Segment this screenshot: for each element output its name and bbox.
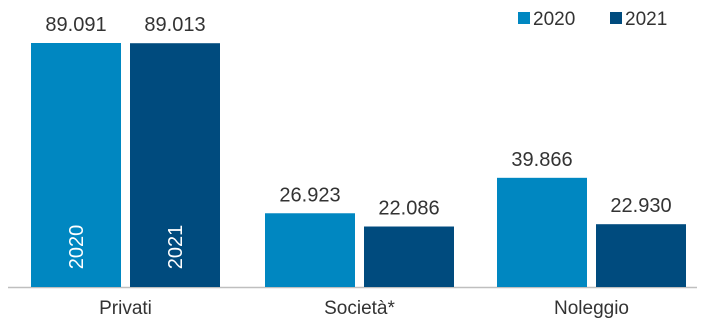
bar-noleggio-2020 xyxy=(497,177,587,287)
legend-swatch-2021 xyxy=(610,12,622,24)
category-label-privati: Privati xyxy=(99,298,152,319)
bar-inner-label-privati-2020: 2020 xyxy=(66,225,88,270)
data-label-noleggio-2020: 39.866 xyxy=(511,149,572,171)
data-label-privati-2020: 89.091 xyxy=(45,14,106,36)
bar-noleggio-2021 xyxy=(596,224,686,287)
legend-label-2021: 2021 xyxy=(625,9,667,30)
category-label-societa: Società* xyxy=(324,298,395,319)
bar-societa-2021 xyxy=(364,226,454,287)
data-label-societa-2021: 22.086 xyxy=(378,198,439,220)
legend-swatch-2020 xyxy=(518,12,530,24)
bar-privati-2020 xyxy=(31,43,121,287)
bar-privati-2021 xyxy=(130,43,220,287)
data-label-privati-2021: 89.013 xyxy=(144,14,205,36)
bar-inner-label-privati-2021: 2021 xyxy=(165,225,187,270)
data-label-noleggio-2021: 22.930 xyxy=(610,195,671,217)
labels-group: 89.091 2020 89.013 2021 Privati 26.923 22.086 S… xyxy=(45,14,671,319)
bar-societa-2020 xyxy=(265,213,355,287)
data-label-societa-2020: 26.923 xyxy=(279,184,340,206)
legend-label-2020: 2020 xyxy=(533,9,575,30)
legend: 2020 2021 xyxy=(518,9,667,30)
category-label-noleggio: Noleggio xyxy=(554,298,629,319)
bars-group xyxy=(31,43,686,287)
